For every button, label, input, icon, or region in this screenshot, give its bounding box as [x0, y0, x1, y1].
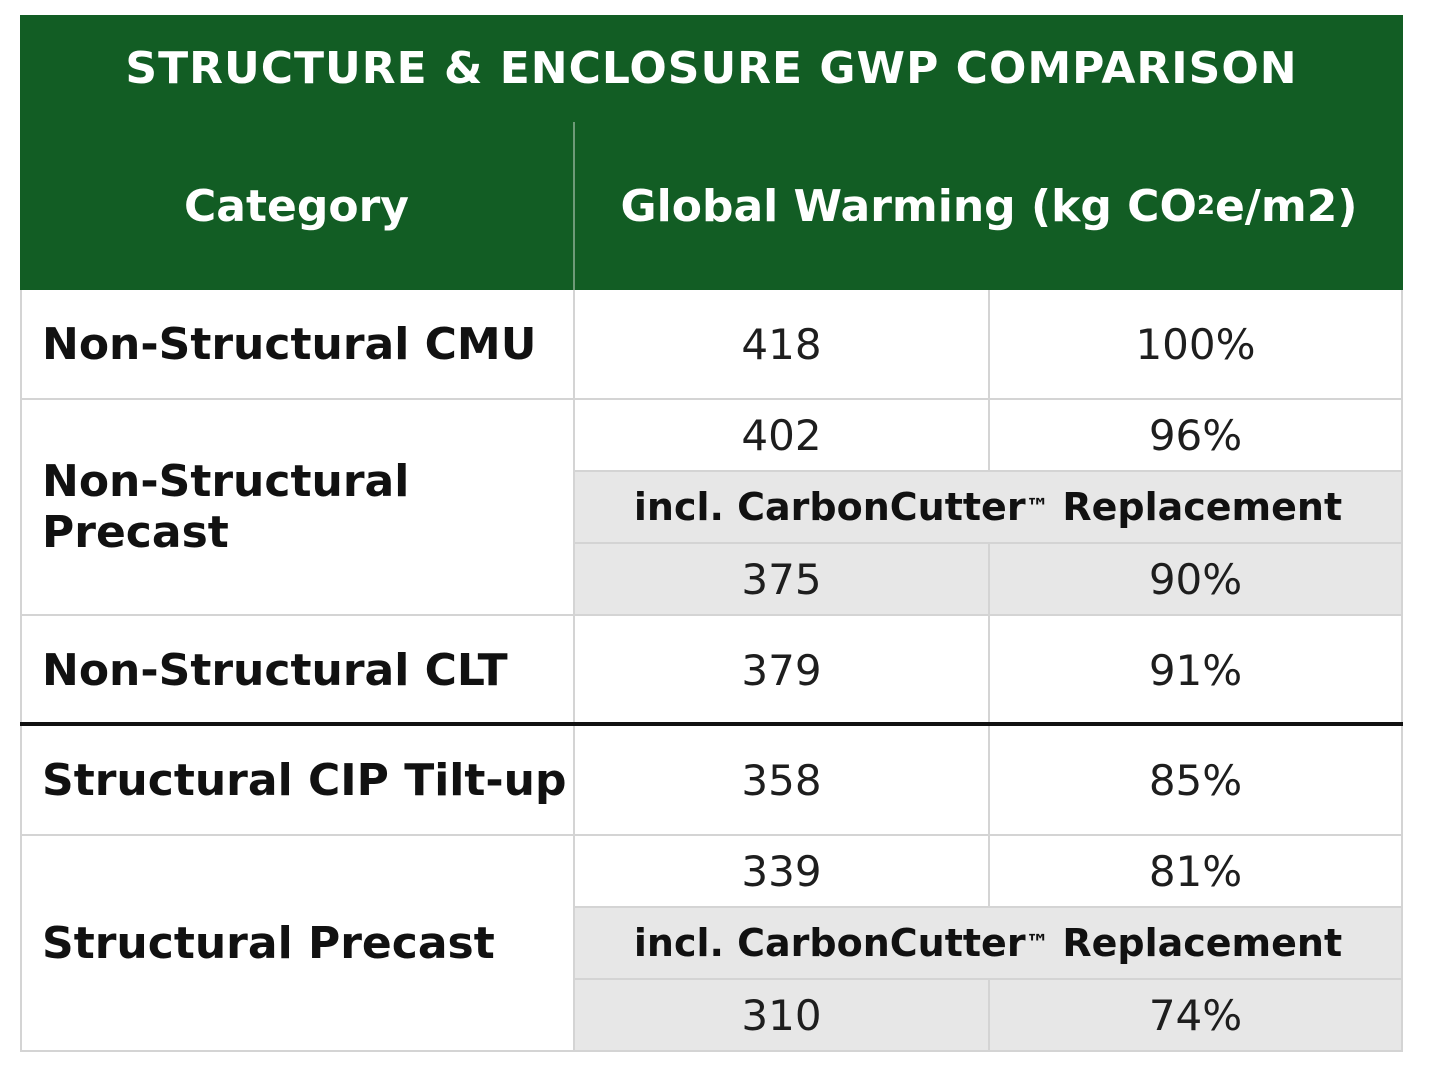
- row-category: Non-Structural CLT: [20, 616, 575, 724]
- row-alt-value: 375: [575, 544, 990, 616]
- row-category: Structural Precast: [20, 836, 575, 1052]
- header-gw-suffix: e/m2): [1214, 180, 1358, 232]
- carboncutter-note: incl. CarbonCutter ™ Replacement: [575, 908, 1403, 980]
- table-title: STRUCTURE & ENCLOSURE GWP COMPARISON: [20, 15, 1403, 122]
- row-category: Non-Structural Precast: [20, 400, 575, 616]
- header-gw-subscript: 2: [1196, 191, 1215, 221]
- section-divider: [20, 722, 1403, 726]
- row-alt-percent: 90%: [990, 544, 1403, 616]
- row-percent: 85%: [990, 726, 1403, 836]
- header-row: Category Global Warming (kg CO 2 e/m2): [20, 122, 1403, 290]
- row-percent: 91%: [990, 616, 1403, 724]
- carboncutter-note: incl. CarbonCutter ™ Replacement: [575, 472, 1403, 544]
- header-gw-prefix: Global Warming (kg CO: [620, 180, 1197, 232]
- row-alt-value: 310: [575, 980, 990, 1052]
- note-suffix: Replacement: [1049, 921, 1343, 965]
- trademark-symbol: ™: [1025, 493, 1050, 521]
- header-category: Category: [184, 180, 409, 232]
- row-value: 418: [575, 290, 990, 400]
- row-value: 402: [575, 400, 990, 472]
- row-value: 379: [575, 616, 990, 724]
- row-category: Non-Structural CMU: [20, 290, 575, 400]
- row-percent: 81%: [990, 836, 1403, 908]
- header-global-warming: Global Warming (kg CO 2 e/m2): [575, 122, 1403, 290]
- row-alt-percent: 74%: [990, 980, 1403, 1052]
- note-prefix: incl. CarbonCutter: [633, 485, 1026, 529]
- note-suffix: Replacement: [1049, 485, 1343, 529]
- row-category: Structural CIP Tilt-up: [20, 726, 575, 836]
- trademark-symbol: ™: [1025, 929, 1050, 957]
- row-percent: 96%: [990, 400, 1403, 472]
- header-divider: [573, 122, 575, 290]
- gwp-comparison-table: STRUCTURE & ENCLOSURE GWP COMPARISON Cat…: [20, 15, 1403, 1052]
- note-prefix: incl. CarbonCutter: [633, 921, 1026, 965]
- row-value: 339: [575, 836, 990, 908]
- row-percent: 100%: [990, 290, 1403, 400]
- row-value: 358: [575, 726, 990, 836]
